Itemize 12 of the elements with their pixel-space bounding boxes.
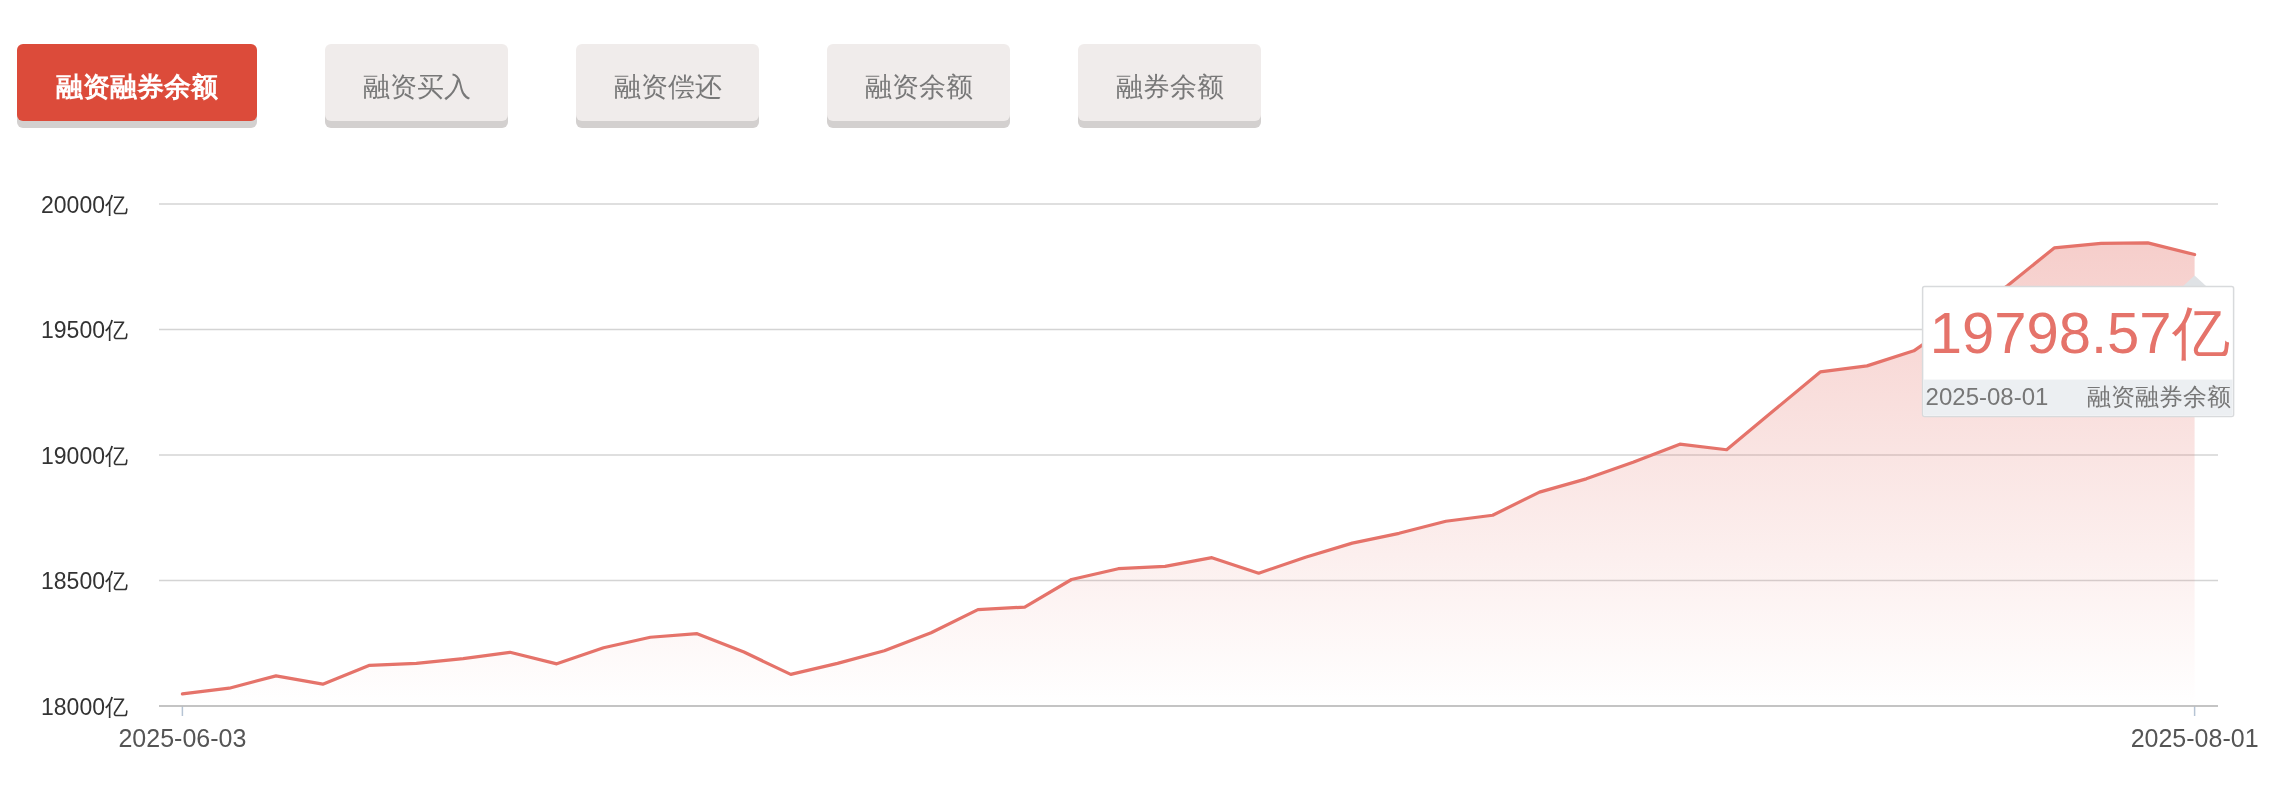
tab-selected: 融资融券余额 (17, 44, 257, 128)
x-tick-label: 2025-06-03 (118, 724, 247, 752)
x-tick-label: 2025-08-01 (2130, 724, 2259, 752)
y-tick-label: 19500亿 (41, 317, 128, 343)
y-tick-label: 19000亿 (41, 442, 128, 469)
y-tick-label: 18500亿 (41, 568, 128, 594)
tooltip-date: 2025-08-01 (1925, 382, 2049, 410)
y-tick-label: 20000亿 (41, 191, 128, 218)
tooltip-value: 19798.57亿 (1929, 299, 2230, 365)
y-tick-label: 18000亿 (41, 693, 128, 720)
chart-title: 融资融券余额 (56, 72, 219, 102)
series-label: 融资融券余额 (2086, 382, 2231, 410)
